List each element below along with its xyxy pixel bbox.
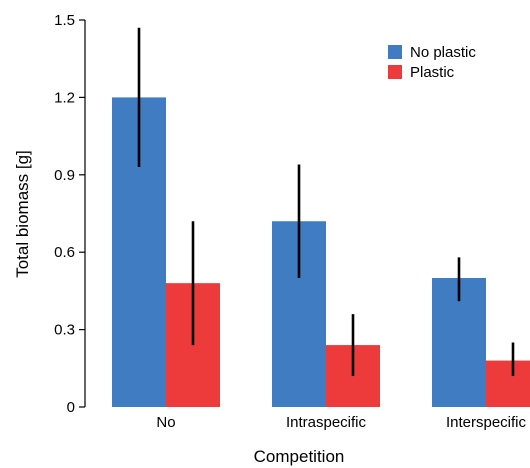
legend: No plastic Plastic <box>388 44 476 81</box>
x-axis-title: Competition <box>254 447 345 466</box>
error-bars <box>137 27 515 377</box>
y-tick-label: 1.5 <box>54 12 75 29</box>
legend-label: No plastic <box>410 44 476 61</box>
x-tick-label: No <box>156 414 175 431</box>
legend-label: Plastic <box>410 64 455 81</box>
legend-swatch <box>388 65 402 79</box>
y-axis: 0 0.3 0.6 0.9 1.2 1.5 <box>54 12 86 416</box>
bar-plastic-interspecific <box>486 360 530 407</box>
y-axis-title: Total biomass [g] <box>13 150 32 278</box>
x-tick-label: Intraspecific <box>286 414 367 431</box>
bars <box>112 97 530 408</box>
y-tick-label: 0.9 <box>54 167 75 184</box>
y-tick-label: 1.2 <box>54 89 75 106</box>
y-tick-label: 0 <box>67 399 75 416</box>
x-tick-label: Interspecific <box>446 414 527 431</box>
x-axis: No Intraspecific Interspecific <box>156 414 526 431</box>
y-tick-label: 0.6 <box>54 244 75 261</box>
y-tick-label: 0.3 <box>54 322 75 339</box>
legend-swatch <box>388 45 402 59</box>
